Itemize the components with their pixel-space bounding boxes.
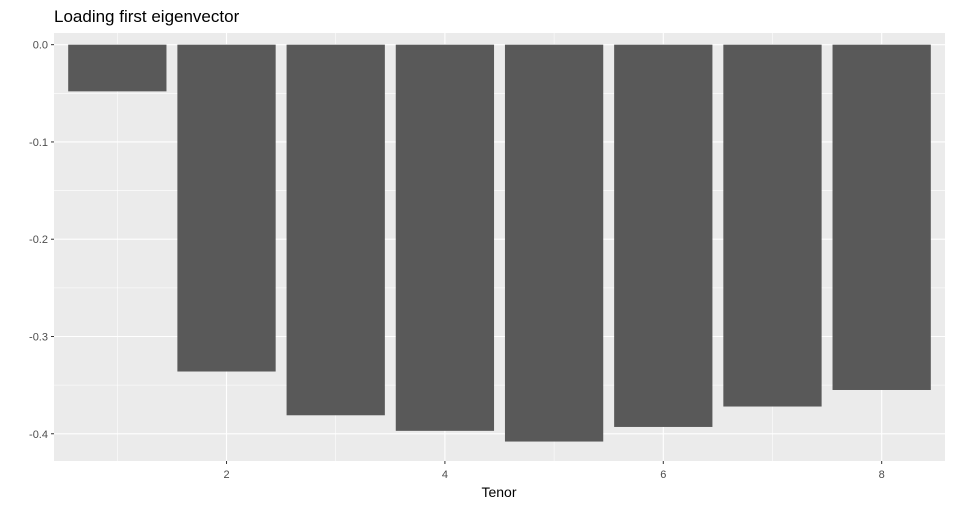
x-tick-label: 4: [442, 469, 448, 481]
bars: [68, 44, 931, 442]
x-tick-label: 6: [660, 469, 666, 481]
bar-tenor-7: [723, 44, 822, 407]
bar-tenor-4: [395, 44, 495, 431]
bar-tenor-8: [832, 44, 931, 390]
x-tick-label: 2: [223, 469, 229, 481]
x-axis-title: Tenor: [481, 484, 516, 500]
bar-tenor-5: [504, 44, 604, 442]
bar-tenor-1: [68, 44, 167, 92]
y-tick-label: -0.2: [29, 234, 48, 246]
y-axis: 0.0 -0.1 -0.2 -0.3 -0.4: [29, 40, 54, 441]
x-tick-label: 8: [879, 469, 885, 481]
y-tick-label: -0.4: [29, 429, 48, 441]
y-tick-label: -0.1: [29, 137, 48, 149]
bar-tenor-3: [286, 44, 385, 416]
y-tick-label: -0.3: [29, 331, 48, 343]
y-tick-label: 0.0: [33, 40, 48, 52]
bar-tenor-2: [177, 44, 276, 372]
bar-tenor-6: [614, 44, 713, 427]
x-axis: 2 4 6 8: [223, 461, 885, 481]
chart-title: Loading first eigenvector: [54, 7, 240, 26]
